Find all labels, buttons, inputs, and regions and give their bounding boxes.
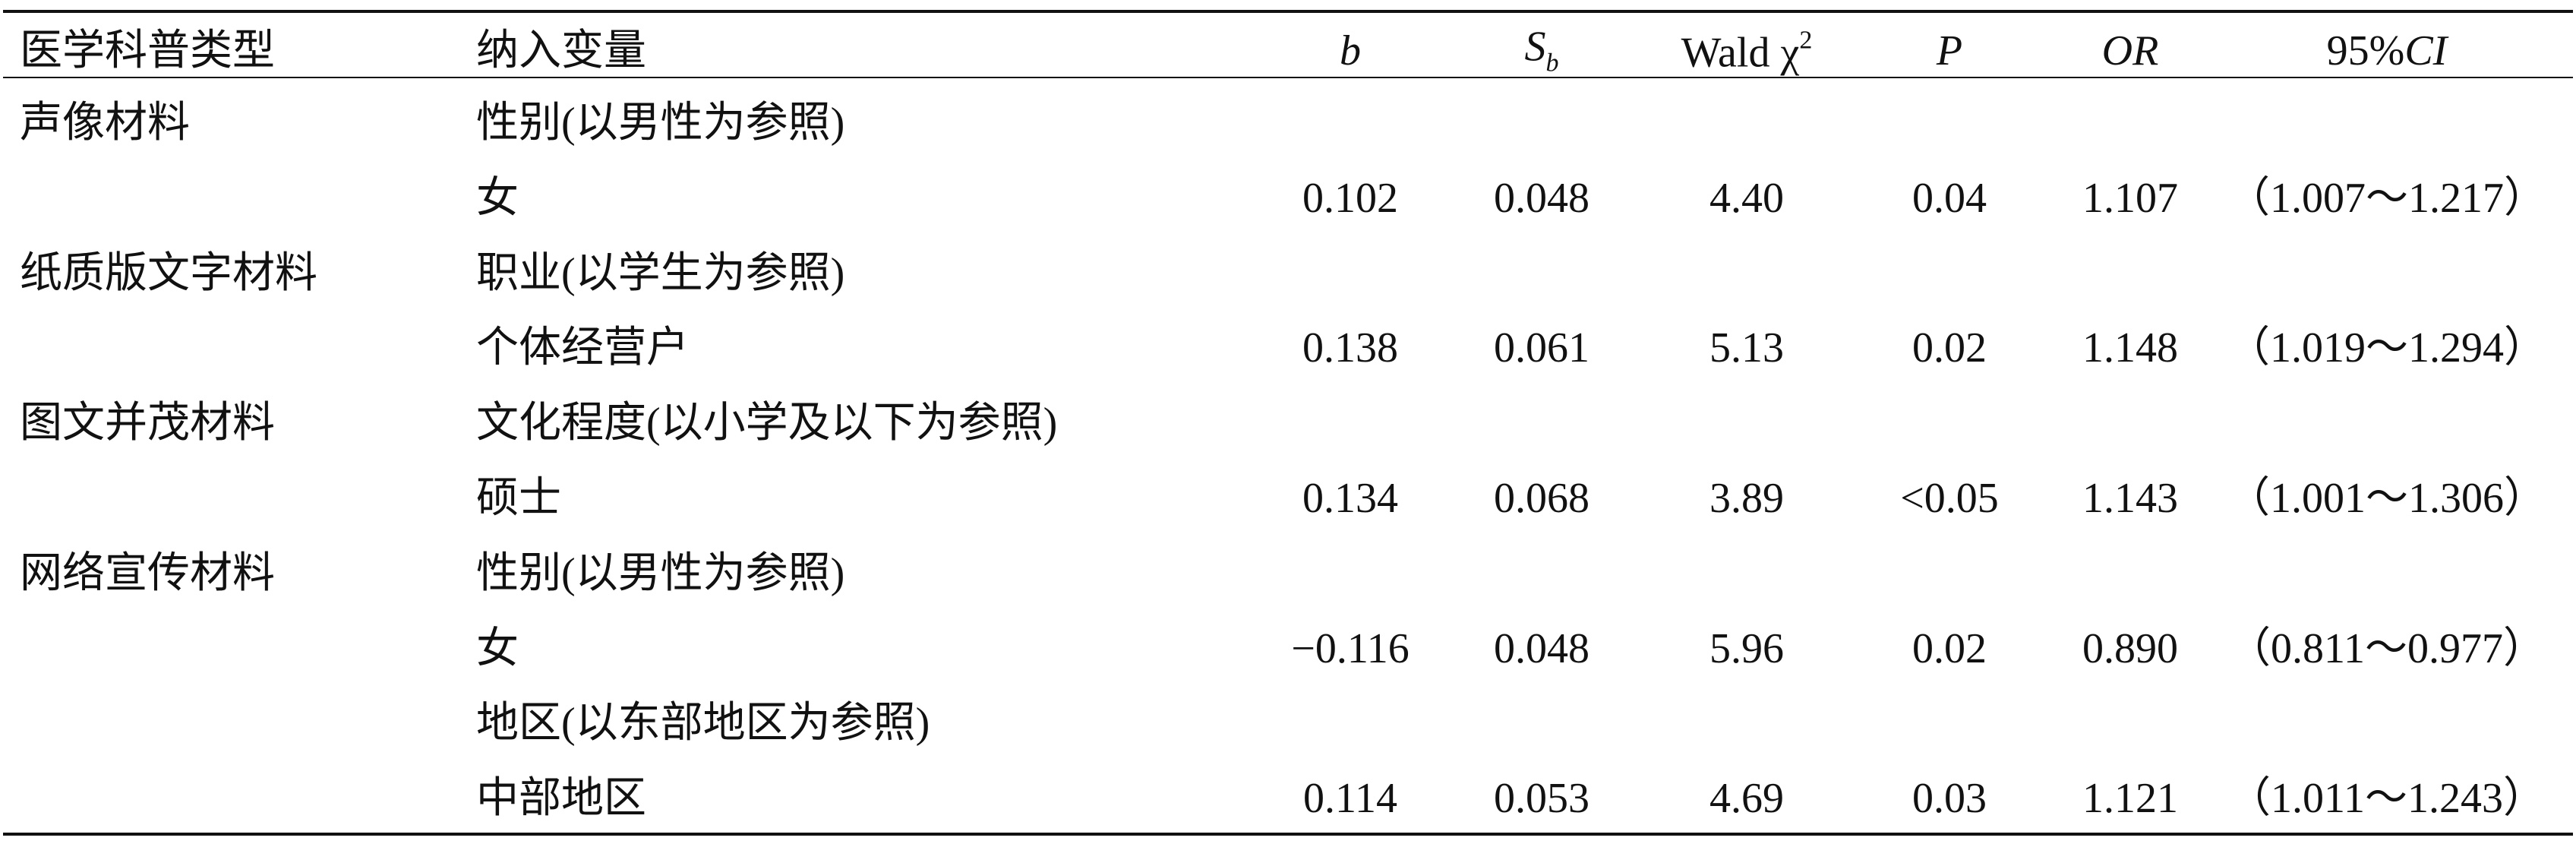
value-cell: 1.148	[2082, 324, 2178, 372]
value-cell: <0.05	[1900, 475, 1999, 522]
header-text: 医学科普类型	[20, 27, 275, 74]
header-cell: Wald χ2	[1681, 26, 1813, 77]
header-cell: P	[1937, 30, 1962, 72]
value-cell: （1.001～1.306）	[2227, 475, 2546, 522]
header-text: b	[1545, 49, 1559, 77]
header-text: OR	[2101, 27, 2159, 74]
value-cell: 0.061	[1494, 324, 1589, 372]
value-cell: 0.02	[1912, 624, 1987, 672]
value-cell: （1.007～1.217）	[2227, 174, 2546, 222]
material-type: 网络宣传材料	[20, 549, 275, 597]
value-cell: （0.811～0.977）	[2228, 624, 2546, 672]
variable: 职业(以学生为参照)	[476, 249, 845, 297]
header-cell: Sb	[1525, 26, 1559, 77]
value-cell: 0.053	[1494, 775, 1589, 823]
value-cell: 0.114	[1303, 775, 1397, 823]
value-cell: 0.048	[1494, 624, 1589, 672]
value-cell: 3.89	[1709, 475, 1784, 522]
bottom-rule	[3, 833, 2573, 836]
variable: 女	[476, 624, 519, 672]
value-cell: −0.116	[1291, 624, 1410, 672]
header-text: Wald χ	[1681, 29, 1800, 77]
value-cell: 1.107	[2082, 174, 2178, 222]
variable: 中部地区	[476, 775, 646, 823]
value-cell: 5.13	[1709, 324, 1784, 372]
value-cell: （1.019～1.294）	[2227, 324, 2546, 372]
value-cell: 0.03	[1912, 775, 1987, 823]
header-rule	[3, 77, 2573, 78]
header-text: 2	[1799, 26, 1813, 55]
value-cell: 4.69	[1709, 775, 1784, 823]
value-cell: 0.102	[1302, 174, 1398, 222]
variable: 个体经营户	[476, 324, 689, 372]
value-cell: 0.02	[1912, 324, 1987, 372]
header-text: 纳入变量	[476, 27, 646, 74]
header-cell: 纳入变量	[476, 30, 646, 72]
header-text: CI	[2404, 27, 2448, 74]
variable: 地区(以东部地区为参照)	[476, 700, 930, 748]
value-cell: 0.134	[1302, 475, 1398, 522]
variable: 性别(以男性为参照)	[476, 100, 845, 147]
value-cell: 1.121	[2082, 775, 2178, 823]
top-rule	[3, 10, 2573, 13]
value-cell: 4.40	[1709, 174, 1784, 222]
header-text: 95%	[2326, 27, 2405, 74]
header-cell: 95%CI	[2327, 30, 2448, 72]
header-cell: OR	[2102, 30, 2159, 72]
header-text: S	[1524, 23, 1546, 71]
value-cell: 5.96	[1709, 624, 1784, 672]
variable: 性别(以男性为参照)	[476, 549, 845, 597]
header-text: b	[1340, 27, 1361, 74]
header-cell: b	[1340, 30, 1361, 72]
value-cell: 0.138	[1302, 324, 1398, 372]
header-cell: 医学科普类型	[20, 30, 275, 72]
value-cell: 0.04	[1912, 174, 1987, 222]
variable: 硕士	[476, 475, 561, 522]
value-cell: 0.068	[1494, 475, 1589, 522]
value-cell: 0.890	[2082, 624, 2178, 672]
material-type: 声像材料	[20, 100, 190, 147]
header-text: P	[1936, 27, 1963, 74]
material-type: 纸质版文字材料	[20, 249, 317, 297]
material-type: 图文并茂材料	[20, 400, 275, 447]
value-cell: 1.143	[2082, 475, 2178, 522]
value-cell: 0.048	[1494, 174, 1589, 222]
variable: 女	[476, 174, 519, 222]
value-cell: （1.011～1.243）	[2228, 775, 2546, 823]
variable: 文化程度(以小学及以下为参照)	[476, 400, 1058, 447]
